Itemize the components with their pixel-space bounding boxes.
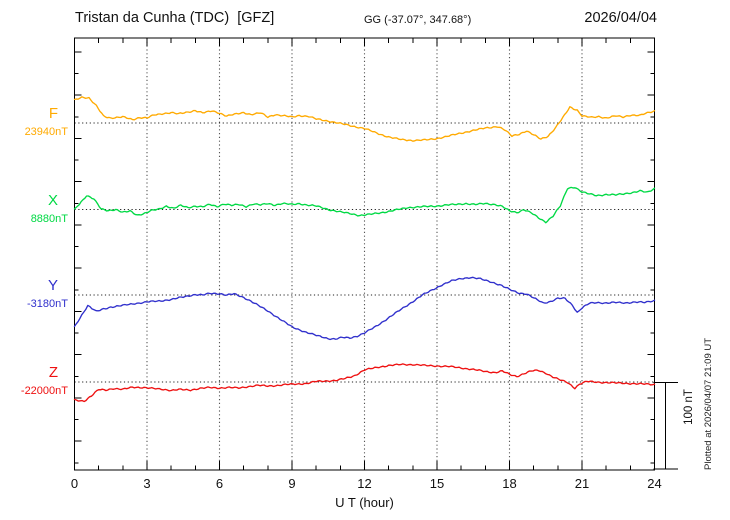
trace-X [73,186,656,224]
scale-bar-label: 100 nT [683,389,695,425]
x-tick-label: 12 [357,476,372,491]
x-tick-label: 24 [647,476,662,491]
series-baseline-value-Y: -3180nT [27,298,68,310]
x-tick-label: 0 [70,476,79,491]
series-baseline-value-Z: -22000nT [20,385,68,397]
geo-coordinates: GG (-37.07°, 347.68°) [364,14,472,26]
trace-Z [73,363,656,403]
x-tick-label: 21 [574,476,590,491]
x-tick-label: 18 [502,476,517,491]
x-axis-title: U T (hour) [335,495,394,510]
plotted-at-note: Plotted at 2026/04/07 21:09 UT [703,337,714,470]
series-baseline-value-X: 8880nT [30,212,68,225]
x-tick-label: 3 [143,476,151,491]
plot-date: 2026/04/04 [584,10,657,26]
series-letter-F: F [48,105,58,122]
x-tick-label: 15 [429,476,445,491]
series-baseline-value-F: 23940nT [24,126,68,138]
x-tick-label: 9 [288,476,296,491]
station-title: Tristan da Cunha (TDC) [GFZ] [75,10,275,26]
series-letter-X: X [47,191,58,209]
x-tick-label: 6 [215,476,224,491]
series-letter-Z: Z [48,364,58,381]
series-letter-Y: Y [47,277,58,294]
trace-Y [73,276,656,341]
trace-F [73,96,656,142]
